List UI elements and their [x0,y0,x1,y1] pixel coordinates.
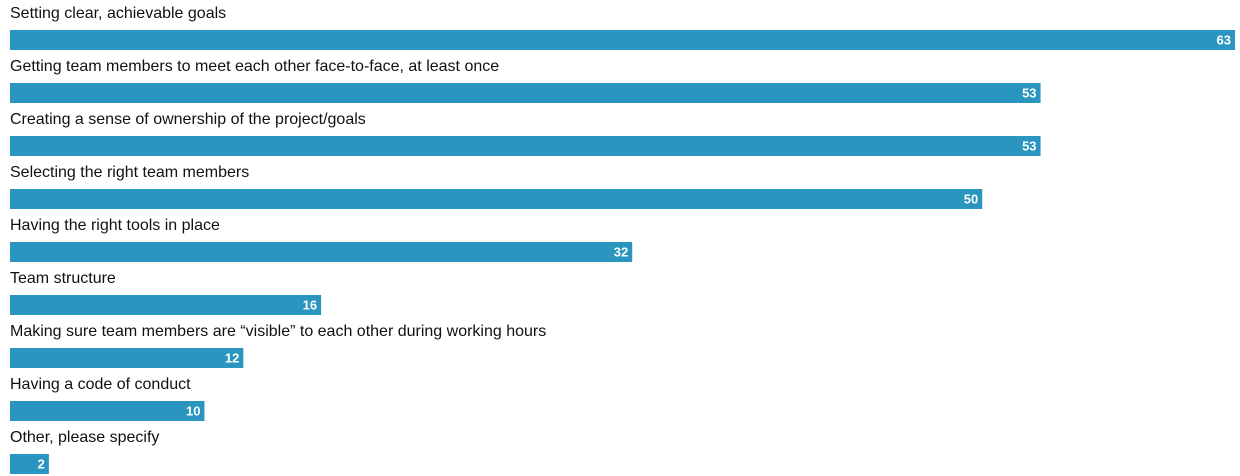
bar [10,83,1041,103]
bar [10,454,49,474]
category-label: Other, please specify [10,429,159,446]
bar [10,348,244,368]
category-label: Having a code of conduct [10,376,191,393]
bar [10,242,633,262]
category-label: Making sure team members are “visible” t… [10,323,546,340]
bar [10,295,322,315]
value-label: 50 [964,191,978,206]
value-label: 53 [1022,138,1036,153]
value-label: 53 [1022,85,1036,100]
category-label: Team structure [10,270,116,287]
category-label: Getting team members to meet each other … [10,58,499,75]
bar [10,401,205,421]
category-label: Selecting the right team members [10,164,249,181]
value-label: 10 [186,403,200,418]
value-label: 63 [1217,32,1231,47]
value-label: 2 [38,456,45,471]
category-label: Creating a sense of ownership of the pro… [10,111,366,128]
value-label: 12 [225,350,239,365]
bar [10,30,1235,50]
bar [10,189,983,209]
value-label: 32 [614,244,628,259]
category-label: Having the right tools in place [10,217,220,234]
bar [10,136,1041,156]
category-label: Setting clear, achievable goals [10,5,226,22]
value-label: 16 [303,297,317,312]
